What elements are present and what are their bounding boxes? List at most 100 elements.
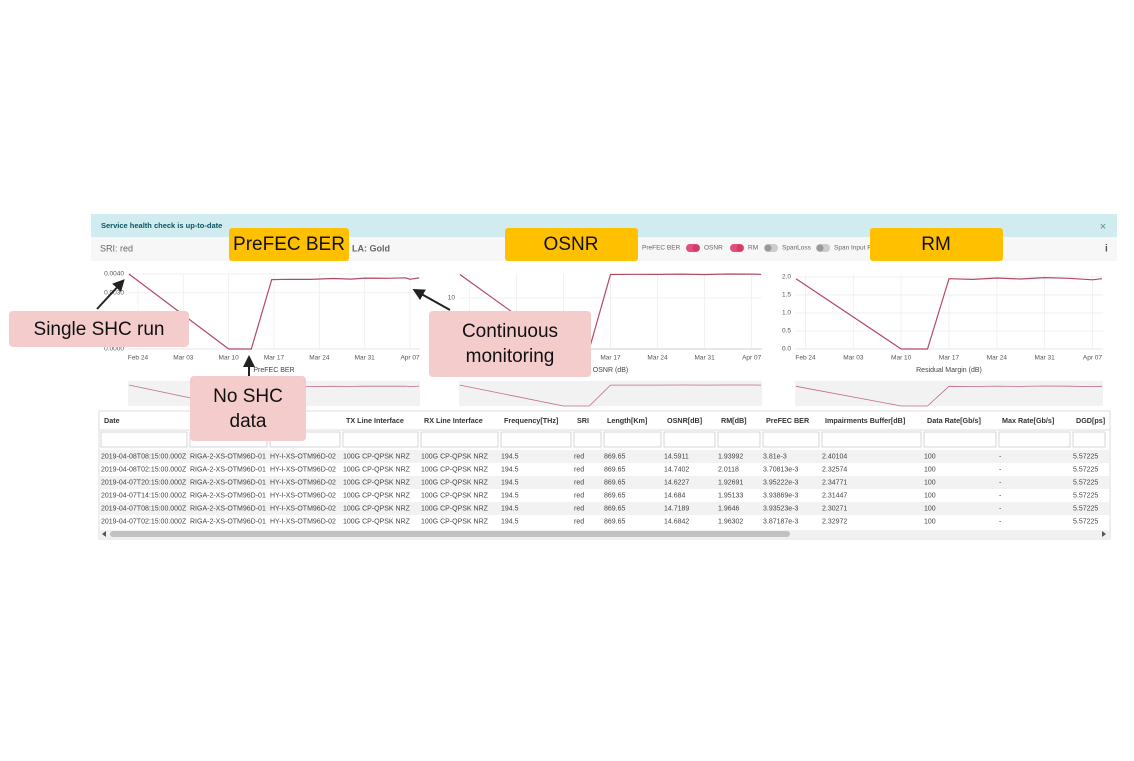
table-cell: 2.34771 [822,479,847,486]
table-row[interactable] [100,515,1109,528]
table-cell: 14.5911 [664,453,689,460]
column-header[interactable]: OSNR[dB] [667,416,702,425]
table-cell: RIGA-2-XS-OTM96D-01 [190,466,266,473]
toggle-label: SpanLoss [782,245,812,252]
column-header[interactable]: Frequency[THz] [504,416,558,425]
x-tick-label: Mar 17 [600,355,621,362]
column-filter[interactable] [762,431,820,448]
column-header[interactable]: TX Line Interface [346,416,404,425]
column-header[interactable]: Date [104,416,120,425]
table-cell: 100G CP-QPSK NRZ [421,466,489,473]
table-cell: 2019-04-08T08:15:00.000Z [101,453,187,460]
column-header[interactable]: DGD[ps] [1076,416,1105,425]
table-cell: 869.65 [604,453,626,460]
column-filter[interactable] [573,431,602,448]
table-cell: 5.57225 [1073,466,1098,473]
x-tick-label: Mar 17 [939,355,960,362]
range-navigator[interactable] [795,381,1103,406]
table-cell: HY-I-XS-OTM96D-02 [270,518,336,525]
x-tick-label: Mar 31 [1035,355,1056,362]
x-tick-label: Mar 24 [647,355,668,362]
callout-note-text: Continuous [462,321,558,342]
table-cell: 100G CP-QPSK NRZ [343,453,411,460]
callout-title: PreFEC BER [233,234,345,255]
table-cell: 100G CP-QPSK NRZ [343,466,411,473]
table-cell: 869.65 [604,492,626,499]
callout-title: RM [921,234,951,255]
table-cell: - [999,466,1002,473]
table-cell: 5.57225 [1073,518,1098,525]
callout-title: OSNR [544,234,599,255]
column-filter[interactable] [603,431,662,448]
table-cell: 869.65 [604,518,626,525]
column-filter[interactable] [821,431,922,448]
table-cell: HY-I-XS-OTM96D-02 [270,479,336,486]
callout-note [429,311,591,377]
table-row[interactable] [100,489,1109,502]
table-cell: 1.95133 [718,492,743,499]
column-header[interactable]: Length[Km] [607,416,647,425]
column-filter[interactable] [717,431,761,448]
x-tick-label: Apr 07 [400,355,420,362]
table-row[interactable] [100,463,1109,476]
table-row[interactable] [100,476,1109,489]
table-cell: 5.57225 [1073,453,1098,460]
column-header[interactable]: RM[dB] [721,416,747,425]
table-cell: HY-I-XS-OTM96D-02 [270,492,336,499]
scroll-right[interactable] [1102,531,1106,537]
table-cell: RIGA-2-XS-OTM96D-01 [190,479,266,486]
table-cell: 100 [924,492,936,499]
column-filter[interactable] [500,431,572,448]
toggle-knob [764,244,772,252]
x-tick-label: Mar 24 [309,355,330,362]
scrollbar-thumb[interactable] [110,531,790,537]
column-filter[interactable] [100,431,188,448]
table-row[interactable] [100,450,1109,463]
table-cell: 14.6842 [664,518,689,525]
column-filter[interactable] [998,431,1071,448]
table-cell: 2.0118 [718,466,739,473]
banner-text: Service health check is up-to-date [101,221,222,230]
x-tick-label: Mar 03 [843,355,864,362]
column-filter[interactable] [420,431,499,448]
column-header[interactable]: Impairments Buffer[dB] [825,416,905,425]
column-header[interactable]: Max Rate[Gb/s] [1002,416,1054,425]
y-tick-label: 1.5 [782,292,791,299]
column-filter[interactable] [923,431,997,448]
column-header[interactable]: SRI [577,416,589,425]
x-tick-label: Mar 31 [355,355,376,362]
x-tick-label: Mar 24 [987,355,1008,362]
table-cell: 194.5 [501,505,519,512]
table-cell: 194.5 [501,479,519,486]
sla-label: LA: Gold [352,243,390,253]
table-cell: 869.65 [604,479,626,486]
toggle-knob [816,244,824,252]
table-cell: red [574,505,584,512]
scroll-left[interactable] [102,531,106,537]
table-row[interactable] [100,502,1109,515]
table-cell: 100G CP-QPSK NRZ [343,505,411,512]
table-cell: 14.7402 [664,466,689,473]
table-cell: 5.57225 [1073,479,1098,486]
table-cell: 1.9646 [718,505,740,512]
arrow [412,289,451,311]
column-filter[interactable] [1072,431,1106,448]
column-header[interactable]: RX Line Interface [424,416,483,425]
column-filter[interactable] [663,431,716,448]
table-cell: red [574,466,584,473]
table-cell: red [574,518,584,525]
table-cell: 14.6227 [664,479,689,486]
column-filter[interactable] [342,431,419,448]
column-header[interactable]: PreFEC BER [766,416,810,425]
series-line [128,273,420,350]
banner-close[interactable]: × [1100,221,1106,233]
table-cell: 2.30271 [822,505,847,512]
table-cell: RIGA-2-XS-OTM96D-01 [190,505,266,512]
column-header[interactable]: Data Rate[Gb/s] [927,416,981,425]
sri-label: SRI: red [100,243,133,253]
x-axis-label: Residual Margin (dB) [916,367,982,374]
table-cell: 2019-04-07T14:15:00.000Z [101,492,187,499]
info-icon[interactable]: i [1105,244,1108,255]
y-tick-label: 0.0000 [104,346,124,353]
